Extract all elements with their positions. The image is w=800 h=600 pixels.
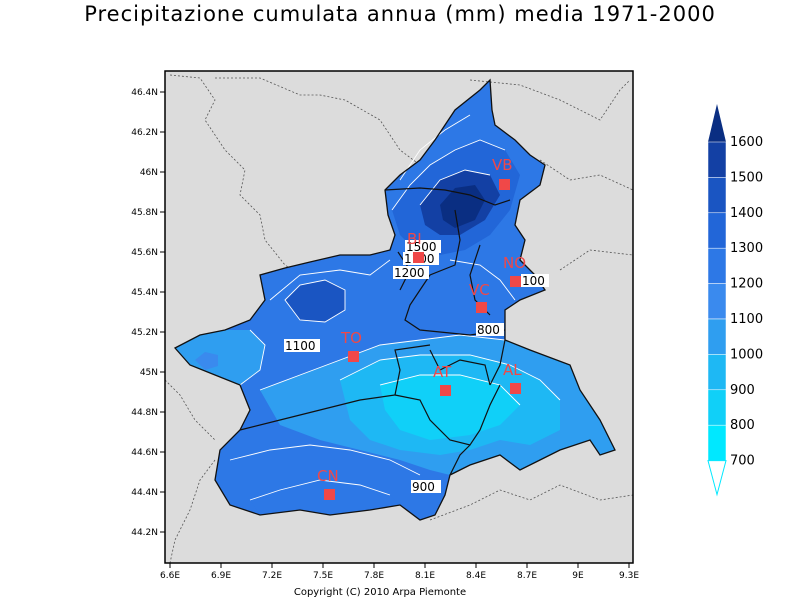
city-marker-vb (499, 179, 510, 190)
legend-label: 1000 (730, 347, 763, 362)
y-tick-label: 44.4N (131, 488, 158, 498)
city-marker-no (510, 276, 521, 287)
city-marker-bi (413, 252, 424, 263)
city-label-al: AL (503, 361, 522, 379)
map-area: 1500 1100 1200 100 800 1100 900 VB BI NO… (165, 74, 633, 563)
y-tick-label: 46.4N (131, 88, 158, 98)
isolines (229, 114, 561, 501)
city-label-to: TO (340, 329, 362, 347)
legend-label: 1400 (730, 206, 763, 221)
band-left-1000 (175, 330, 265, 385)
copyright-text: Copyright (C) 2010 Arpa Piemonte (293, 587, 467, 598)
map-frame (164, 70, 634, 564)
city-marker-vc (476, 302, 487, 313)
x-tick-label: 8.7E (517, 571, 537, 581)
isoline-label-1200: 1200 (394, 266, 425, 280)
isoline-label-1500: 1500 (406, 240, 437, 254)
map-title: Precipitazione cumulata annua (mm) media… (84, 2, 716, 26)
y-tick-label: 44.8N (131, 408, 158, 418)
x-tick-label: 7.8E (364, 571, 384, 581)
region-outline (173, 78, 616, 521)
y-axis: 46.4N 46.2N 46N 45.8N 45.6N 45.4N 45.2N … (131, 88, 165, 538)
legend-arrow-top (708, 104, 726, 142)
legend-label: 1300 (730, 241, 763, 256)
legend-swatch (707, 212, 727, 249)
legend-label: 1500 (730, 170, 763, 185)
province-borders (239, 187, 511, 476)
band-north-1600 (440, 185, 485, 228)
legend-label: 900 (730, 383, 755, 398)
isoline-label-800: 800 (477, 323, 500, 337)
legend-label: 1100 (730, 312, 763, 327)
x-tick-label: 9.3E (619, 571, 639, 581)
city-label-no: NO (503, 254, 526, 272)
y-tick-label: 45.8N (131, 208, 158, 218)
legend-label: 700 (730, 454, 755, 469)
legend-swatch (707, 283, 727, 320)
isoline-label-900: 900 (412, 480, 435, 494)
x-tick-label: 7.5E (313, 571, 333, 581)
legend-arrow-bottom (707, 460, 727, 497)
legend-swatch (707, 424, 727, 461)
city-label-vb: VB (492, 156, 513, 174)
x-tick-label: 6.6E (160, 571, 180, 581)
city-marker-to (348, 351, 359, 362)
legend-label: 1600 (730, 135, 763, 150)
x-tick-label: 6.9E (211, 571, 231, 581)
legend-label: 1200 (730, 277, 763, 292)
band-spot-light (195, 352, 218, 370)
x-tick-label: 9E (572, 571, 584, 581)
band-800 (380, 375, 520, 440)
legend-swatch (707, 389, 727, 426)
legend-swatch (707, 177, 727, 214)
city-marker-al (510, 383, 521, 394)
y-tick-label: 46.2N (131, 128, 158, 138)
x-tick-label: 8.1E (415, 571, 435, 581)
x-tick-label: 7.2E (262, 571, 282, 581)
y-tick-label: 44.6N (131, 448, 158, 458)
city-label-cn: CN (317, 467, 339, 485)
isoline-labels: 1500 1100 1200 100 800 1100 900 (284, 240, 549, 494)
city-label-vc: VC (469, 281, 490, 299)
y-tick-label: 45.6N (131, 248, 158, 258)
city-marker-cn (324, 489, 335, 500)
city-markers: VB BI NO VC TO AT AL CN (317, 156, 526, 500)
x-tick-label: 8.4E (466, 571, 486, 581)
y-tick-label: 45N (140, 368, 158, 378)
legend-label: 800 (730, 418, 755, 433)
color-legend: 1600 1500 1400 1300 1200 1100 1000 900 800 700 (707, 104, 763, 497)
legend-swatch (707, 141, 727, 178)
legend-swatch (707, 318, 727, 355)
band-west-1300 (285, 280, 345, 322)
international-borders (165, 74, 633, 563)
legend-swatch (707, 247, 727, 284)
y-tick-label: 44.2N (131, 528, 158, 538)
y-tick-label: 45.4N (131, 288, 158, 298)
city-marker-at (440, 385, 451, 396)
x-axis: 6.6E 6.9E 7.2E 7.5E 7.8E 8.1E 8.4E 8.7E … (160, 563, 639, 581)
legend-swatch (707, 354, 727, 391)
city-label-at: AT (433, 363, 452, 381)
isoline-label-100: 100 (522, 274, 545, 288)
y-tick-label: 46N (140, 168, 158, 178)
city-label-bi: BI (407, 230, 422, 248)
y-tick-label: 45.2N (131, 328, 158, 338)
isoline-label-1100: 1100 (285, 339, 316, 353)
